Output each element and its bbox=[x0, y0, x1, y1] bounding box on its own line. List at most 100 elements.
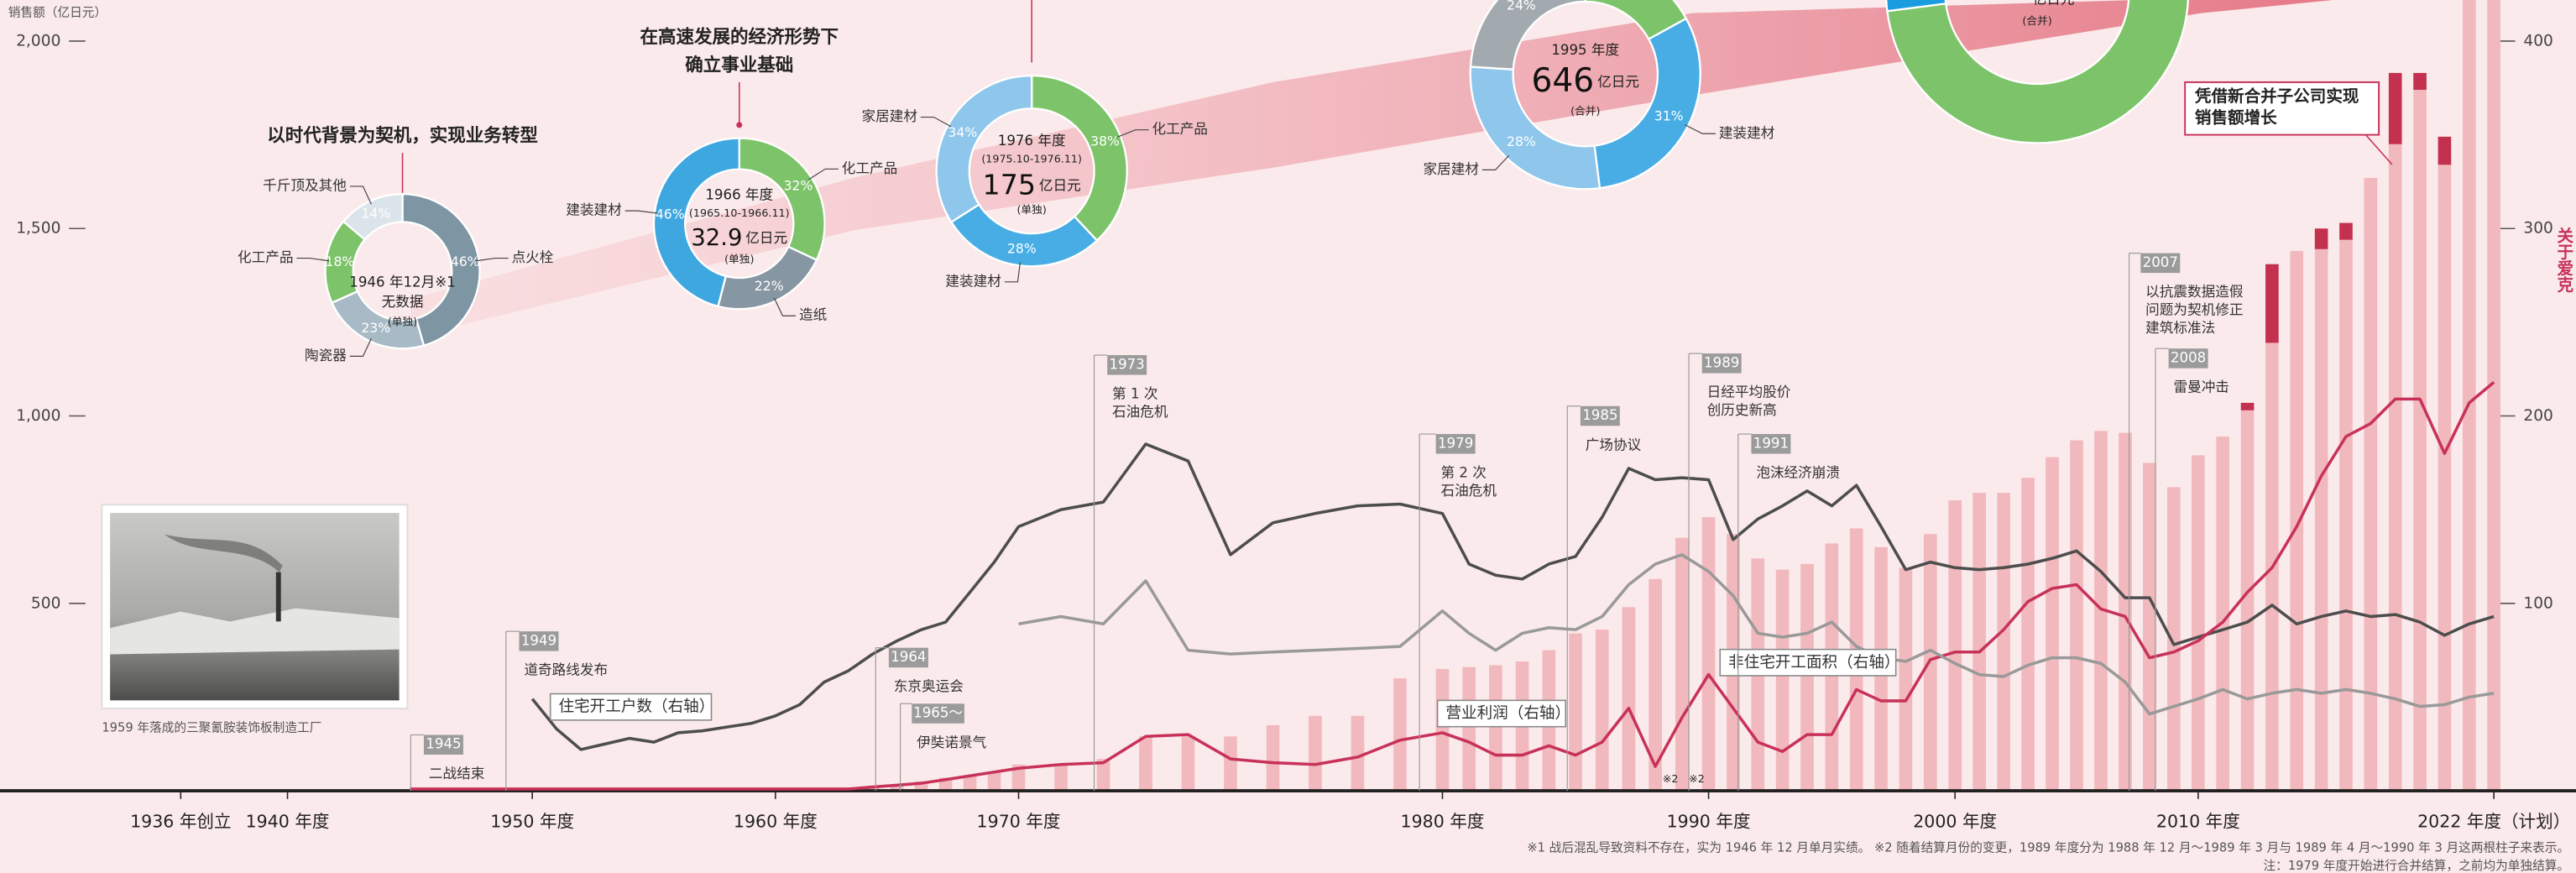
event-year: 1965～ bbox=[913, 705, 963, 721]
donut-value-label: 46% bbox=[656, 206, 685, 222]
event-text: 创历史新高 bbox=[1707, 402, 1777, 418]
bar bbox=[2216, 436, 2229, 791]
bar bbox=[1702, 517, 1716, 791]
y2-tick-label: 400 bbox=[2523, 32, 2552, 50]
unit: 亿日元 bbox=[1597, 73, 1639, 89]
x-tick-label: 1970 年度 bbox=[977, 811, 1061, 831]
event-year: 2007 bbox=[2143, 254, 2178, 270]
event-year: 1989 bbox=[1704, 354, 1739, 370]
donut-unit: 亿日元 bbox=[2033, 0, 2075, 8]
x-tick-label: 1950 年度 bbox=[490, 811, 574, 831]
bar bbox=[2438, 137, 2452, 165]
donut-category: 化工产品 bbox=[842, 160, 897, 176]
bar bbox=[2463, 0, 2476, 791]
event-text: 第 1 次 bbox=[1112, 386, 1157, 402]
bar bbox=[1462, 667, 1476, 791]
event-text: 石油危机 bbox=[1112, 404, 1168, 420]
donut-value-label: 28% bbox=[1507, 133, 1536, 149]
y-tick-label: 1,500 bbox=[16, 220, 60, 238]
bar bbox=[1224, 736, 1237, 791]
donut-value-label: 14% bbox=[361, 205, 390, 221]
bar bbox=[1267, 725, 1280, 791]
photo-chimney bbox=[276, 572, 281, 622]
donut-category: 建装建材 bbox=[1719, 125, 1774, 141]
donut-period: 1946 年12月※1 bbox=[349, 274, 455, 290]
bar bbox=[2119, 433, 2132, 791]
amount: 32.9 bbox=[691, 224, 742, 250]
bar bbox=[988, 772, 1001, 791]
bar bbox=[2413, 73, 2427, 90]
bar bbox=[2339, 240, 2353, 791]
event-text: 道奇路线发布 bbox=[524, 662, 608, 678]
callout-text: 销售额增长 bbox=[2195, 108, 2277, 128]
x-tick-label: 1940 年度 bbox=[246, 811, 330, 831]
chart: 1959 年落成的三聚氰胺装饰板制造工厂 销售额（亿日元） 关于爱克 以时代背景… bbox=[0, 0, 2576, 873]
bar bbox=[1436, 669, 1450, 791]
event-year: 1964 bbox=[891, 649, 926, 665]
x-tick-label: 2000 年度 bbox=[1913, 811, 1997, 831]
bar bbox=[2389, 73, 2402, 144]
donut-category: 家居建材 bbox=[1424, 161, 1479, 177]
event-text: 日经平均股价 bbox=[1707, 384, 1791, 400]
donut-category: 家居建材 bbox=[861, 108, 917, 124]
y2-tick-label: 200 bbox=[2523, 407, 2552, 425]
photo: 1959 年落成的三聚氰胺装饰板制造工厂 bbox=[102, 504, 407, 734]
legend-label: 非住宅开工面积（右轴） bbox=[1728, 654, 1899, 672]
x-tick-label: 2010 年度 bbox=[2156, 811, 2240, 831]
x-tick-label: 1980 年度 bbox=[1401, 811, 1485, 831]
donut-category: 陶瓷器 bbox=[305, 348, 347, 363]
title-dot bbox=[736, 122, 742, 128]
footnote: 注：1979 年度开始进行合并结算，之前均为单独结算。 bbox=[2263, 859, 2569, 873]
donut-basis: (单独) bbox=[388, 315, 417, 327]
bar bbox=[1776, 570, 1790, 791]
bar bbox=[2070, 441, 2083, 792]
event-year: 1949 bbox=[521, 632, 556, 648]
x-tick-label: 1936 年创立 bbox=[130, 811, 231, 831]
y-tick-label: 500 bbox=[31, 594, 60, 612]
bar bbox=[1393, 678, 1407, 791]
event-text: 广场协议 bbox=[1586, 436, 1642, 452]
event-year: 1985 bbox=[1582, 407, 1617, 423]
bar bbox=[964, 776, 977, 791]
bar bbox=[2046, 457, 2059, 791]
event-text: 二战结束 bbox=[429, 766, 485, 782]
bar bbox=[2241, 410, 2255, 791]
photo-image bbox=[110, 513, 399, 700]
bar bbox=[1351, 716, 1365, 791]
event-text: 第 2 次 bbox=[1441, 465, 1487, 481]
donut-category: 建装建材 bbox=[945, 273, 1001, 289]
donut-value-label: 23% bbox=[361, 320, 390, 336]
donut-value-label: 22% bbox=[755, 278, 784, 294]
donut-title: 确立事业基础 bbox=[685, 54, 793, 76]
event-year: 1973 bbox=[1110, 356, 1145, 372]
bar bbox=[2339, 223, 2353, 240]
page: 1959 年落成的三聚氰胺装饰板制造工厂 销售额（亿日元） 关于爱克 以时代背景… bbox=[0, 0, 2576, 873]
donut-basis: (合并) bbox=[2022, 14, 2051, 27]
donut-title: 以时代背景为契机，实现业务转型 bbox=[267, 125, 538, 147]
bar bbox=[1972, 493, 1986, 791]
unit: 亿日元 bbox=[1039, 177, 1081, 193]
bar bbox=[1182, 736, 1195, 791]
bar bbox=[1054, 765, 1068, 791]
footnote: ※1 战后混乱导致资料不存在，实为 1946 年 12 月单月实绩。 ※2 随着… bbox=[1527, 841, 2569, 855]
side-tab: 关于爱克 bbox=[2554, 227, 2573, 294]
bar bbox=[2487, 0, 2500, 791]
y-tick-label: 2,000 bbox=[16, 32, 60, 50]
donut-basis: (单独) bbox=[724, 253, 754, 265]
event-text: 以抗震数据造假 bbox=[2145, 284, 2244, 300]
donut-value-label: 38% bbox=[1090, 133, 1120, 149]
legend-label: 住宅开工户数（右轴） bbox=[558, 698, 714, 716]
x-tick-label: 1990 年度 bbox=[1667, 811, 1751, 831]
donut-basis: (单独) bbox=[1016, 203, 1046, 216]
bar bbox=[2241, 403, 2255, 410]
donut-value-label: 32% bbox=[784, 177, 813, 193]
donut-title: 在高速发展的经济形势下 bbox=[640, 26, 839, 48]
callout-text: 凭借新合并子公司实现 bbox=[2194, 86, 2359, 106]
donut-category: 化工产品 bbox=[1152, 121, 1207, 137]
photo-caption: 1959 年落成的三聚氰胺装饰板制造工厂 bbox=[102, 720, 321, 735]
bar bbox=[1489, 665, 1502, 791]
bar bbox=[2315, 249, 2328, 791]
amount: 175 bbox=[983, 168, 1036, 201]
y2-tick-label: 300 bbox=[2523, 220, 2552, 238]
event-text: 泡沫经济崩溃 bbox=[1756, 465, 1840, 481]
